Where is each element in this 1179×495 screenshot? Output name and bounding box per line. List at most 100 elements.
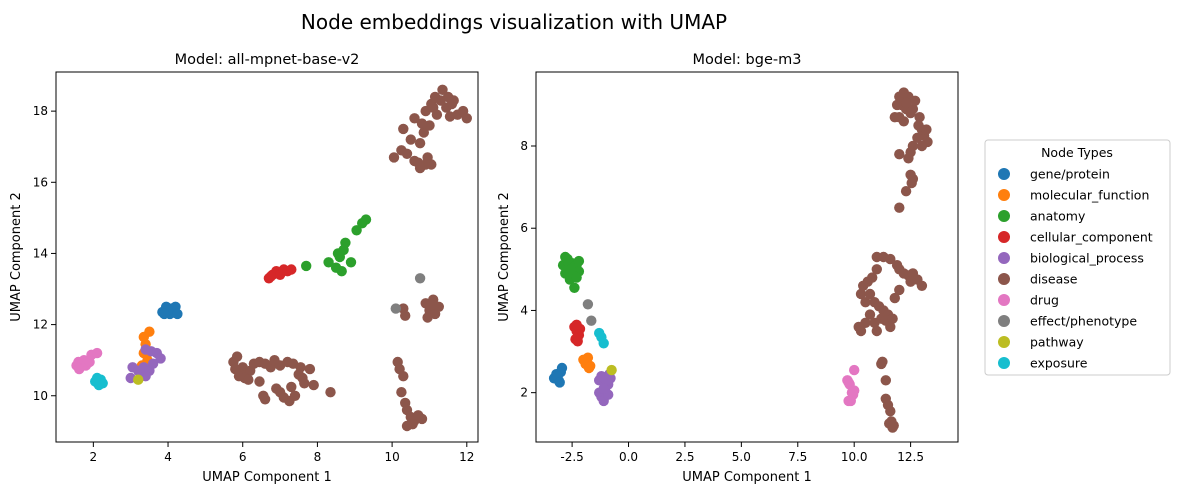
point-pathway-0: [606, 364, 617, 376]
point-disease-16: [916, 140, 928, 152]
legend-marker-gene-protein: [998, 168, 1010, 180]
point-molecular-function-3: [578, 354, 589, 365]
xtick-label: 10.0: [841, 450, 868, 464]
legend: Node Types gene/protein molecular_functio…: [984, 139, 1171, 376]
point-disease-79: [259, 394, 271, 405]
xtick-label: 2.5: [675, 450, 694, 464]
xtick-label: 12.5: [897, 450, 924, 464]
point-anatomy-6: [345, 257, 357, 268]
point-cellular-component-7: [265, 271, 276, 282]
xtick-label: 2: [90, 450, 98, 464]
point-gene-protein-5: [172, 308, 183, 320]
point-cellular-component-6: [286, 264, 297, 275]
point-disease-58: [871, 325, 882, 337]
point-cellular-component-6: [571, 319, 582, 330]
point-disease-57: [853, 321, 864, 333]
point-disease-20: [903, 153, 914, 164]
point-disease-32: [400, 310, 411, 321]
point-disease-27: [416, 118, 428, 129]
xtick-label: 7.5: [788, 450, 807, 464]
point-anatomy-14: [565, 264, 577, 275]
point-pathway-0: [133, 374, 144, 385]
point-disease-24: [906, 177, 917, 189]
point-disease-81: [293, 369, 304, 380]
ytick-label: 2: [520, 386, 528, 400]
point-disease-27: [909, 95, 921, 107]
point-disease-62: [894, 284, 905, 296]
legend-label-molecular-function: molecular_function: [1030, 188, 1149, 203]
point-disease-54: [864, 309, 876, 320]
ytick-label: 8: [520, 139, 528, 153]
legend-label-effect-phenotype: effect/phenotype: [1030, 314, 1137, 329]
point-disease-23: [437, 84, 448, 96]
point-disease-51: [401, 420, 413, 432]
point-anatomy-1: [323, 257, 334, 268]
point-disease-2: [401, 148, 413, 159]
point-effect-phenotype-1: [586, 315, 597, 326]
panel-all-mpnet-base-v2: Model: all-mpnet-base-v2 2 4 6 8 10 12 10 12 14 1…: [9, 52, 479, 485]
point-disease-72: [888, 420, 899, 431]
panel-2-xlabel: UMAP Component 1: [682, 470, 811, 485]
legend-box: [984, 139, 1171, 376]
point-disease-32: [885, 253, 896, 265]
point-disease-21: [894, 149, 905, 160]
panel-2-title: Model: bge-m3: [693, 52, 802, 68]
point-gene-protein-4: [556, 362, 568, 374]
legend-label-anatomy: anatomy: [1030, 209, 1086, 224]
legend-label-cellular-component: cellular_component: [1030, 230, 1153, 245]
xtick-label: -2.5: [560, 450, 583, 464]
point-gene-protein-6: [554, 377, 565, 388]
point-cellular-component-4: [572, 336, 583, 347]
point-gene-protein-7: [159, 308, 170, 320]
point-disease-49: [416, 413, 428, 425]
point-disease-71: [299, 378, 310, 389]
ytick-label: 6: [520, 221, 528, 235]
point-disease-69: [304, 363, 316, 375]
point-biological-process-10: [155, 353, 166, 364]
point-disease-76: [289, 390, 301, 401]
point-effect-phenotype-0: [582, 299, 594, 310]
panel-2-points: [548, 87, 933, 433]
point-disease-26: [894, 202, 905, 213]
point-anatomy-12: [569, 282, 580, 293]
legend-label-biological-process: biological_process: [1030, 251, 1144, 266]
point-drug-7: [847, 389, 859, 400]
point-disease-80: [254, 376, 265, 387]
legend-marker-disease: [998, 273, 1010, 285]
point-anatomy-0: [301, 260, 312, 272]
xtick-label: 8: [314, 450, 322, 464]
point-drug-8: [843, 377, 854, 388]
panel-bge-m3: Model: bge-m3 -2.5 0.0 2.5 5.0 7.5 10.0 12.5 2 4…: [497, 52, 959, 485]
legend-label-exposure: exposure: [1030, 356, 1088, 371]
point-disease-8: [898, 116, 909, 127]
point-disease-45: [855, 288, 867, 300]
legend-marker-biological-process: [998, 252, 1010, 264]
point-drug-8: [91, 347, 103, 359]
point-disease-22: [461, 113, 472, 124]
point-disease-39: [916, 280, 928, 291]
point-disease-14: [921, 124, 932, 135]
ytick-label: 14: [33, 246, 48, 260]
point-anatomy-5: [340, 237, 351, 248]
point-anatomy-11: [571, 272, 582, 283]
point-effect-phenotype-0: [414, 273, 426, 284]
legend-label-disease: disease: [1030, 272, 1078, 287]
xtick-label: 10: [384, 450, 399, 464]
ytick-label: 4: [520, 303, 528, 317]
xtick-label: 6: [239, 450, 247, 464]
figure-title: Node embeddings visualization with UMAP: [301, 10, 727, 34]
point-disease-46: [860, 297, 871, 308]
point-disease-72: [286, 381, 297, 393]
legend-marker-exposure: [998, 357, 1010, 369]
point-disease-53: [231, 351, 243, 362]
point-disease-41: [871, 264, 882, 275]
point-disease-38: [422, 312, 433, 323]
point-anatomy-11: [332, 248, 344, 259]
point-disease-8: [405, 134, 416, 145]
point-disease-9: [414, 138, 426, 149]
point-disease-25: [900, 186, 912, 197]
point-disease-73: [877, 356, 888, 367]
point-biological-process-10: [598, 383, 609, 394]
point-disease-61: [887, 313, 898, 324]
point-disease-84: [230, 363, 241, 375]
